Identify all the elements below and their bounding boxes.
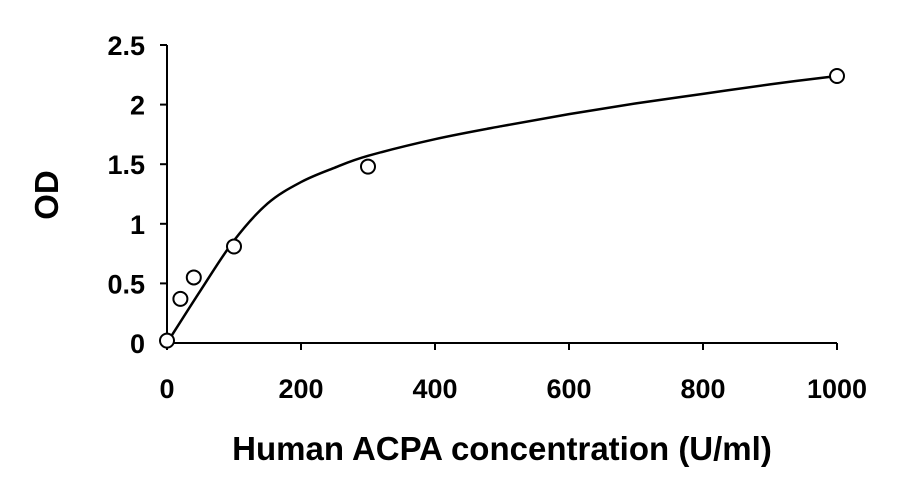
fitted-curve [165, 74, 838, 344]
y-tick-label: 0.5 [107, 269, 145, 299]
x-tick-label: 200 [278, 374, 323, 404]
y-tick-label: 2.5 [107, 31, 145, 61]
x-tick-label: 0 [159, 374, 174, 404]
data-point [226, 238, 242, 255]
x-axis-title: Human ACPA concentration (U/ml) [232, 430, 772, 467]
y-tick-label: 0 [130, 329, 145, 359]
data-point [829, 67, 845, 84]
y-tick-label: 1 [130, 210, 145, 240]
data-point [172, 290, 189, 307]
data-points [159, 67, 845, 349]
x-tick-label: 1000 [807, 374, 867, 404]
x-tick-label: 600 [546, 374, 591, 404]
y-tick-label: 2 [130, 91, 145, 121]
data-point [185, 269, 202, 286]
data-point [360, 158, 376, 175]
x-axis-ticks: 0 200 400 600 800 1000 [159, 343, 867, 404]
x-tick-label: 800 [680, 374, 725, 404]
data-point [159, 332, 175, 349]
y-axis-ticks: 0 0.5 1 1.5 2 2.5 [107, 31, 167, 359]
x-tick-label: 400 [412, 374, 457, 404]
y-axis-title: OD [28, 170, 65, 220]
y-tick-label: 1.5 [107, 150, 145, 180]
